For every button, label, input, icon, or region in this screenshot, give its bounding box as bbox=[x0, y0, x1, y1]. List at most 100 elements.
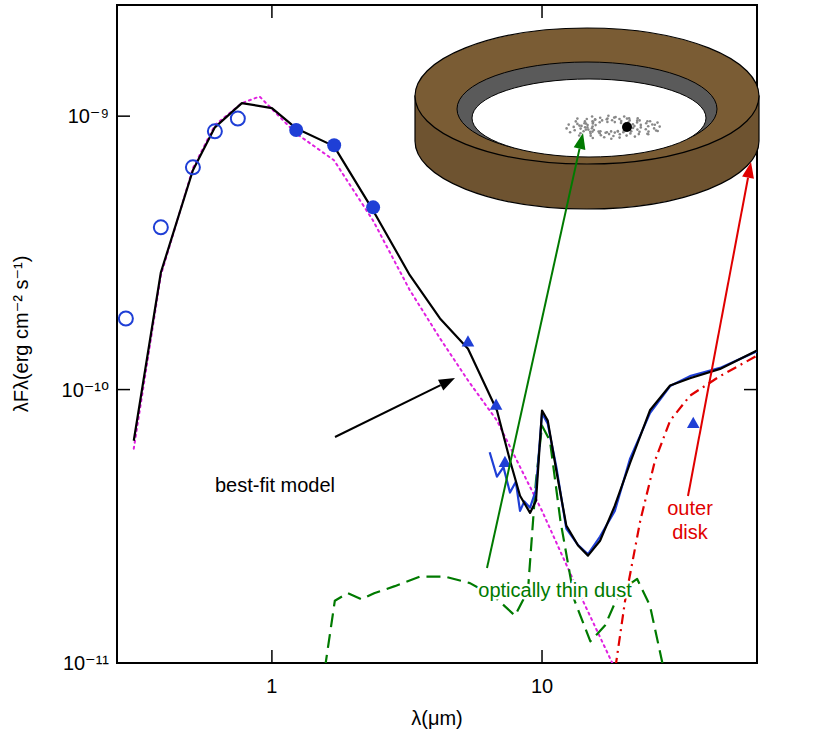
dust-grain bbox=[614, 131, 617, 134]
data-point bbox=[687, 417, 700, 428]
dust-grain bbox=[638, 119, 641, 122]
dust-grain bbox=[636, 128, 639, 131]
dust-grain bbox=[647, 125, 650, 128]
annotation-arrowhead bbox=[574, 133, 586, 150]
dust-grain bbox=[613, 116, 616, 119]
dust-grain bbox=[606, 131, 609, 134]
disk-gap bbox=[472, 79, 706, 157]
data-point bbox=[186, 160, 200, 174]
annotation: best-fit model bbox=[215, 474, 335, 496]
series-line bbox=[490, 351, 757, 554]
data-point bbox=[154, 220, 168, 234]
dust-grain bbox=[632, 127, 635, 130]
dust-grain bbox=[576, 117, 579, 120]
dust-grain bbox=[608, 133, 611, 136]
dust-grain bbox=[646, 120, 649, 123]
dust-grain bbox=[586, 118, 589, 121]
dust-grain bbox=[582, 130, 585, 133]
y-tick bbox=[117, 115, 130, 117]
annotation-arrow bbox=[335, 385, 441, 437]
dust-grain bbox=[591, 130, 594, 133]
dust-grain bbox=[591, 115, 594, 118]
dust-grain bbox=[625, 134, 628, 137]
dust-grain bbox=[603, 136, 606, 139]
disk-top bbox=[415, 28, 759, 164]
dust-grain bbox=[640, 126, 643, 129]
y-tick-label: 10⁻¹⁰ bbox=[62, 379, 109, 401]
dust-grain bbox=[580, 125, 583, 128]
annotation-arrow bbox=[487, 149, 580, 568]
dust-grain bbox=[584, 126, 587, 129]
series-line bbox=[612, 356, 757, 663]
dust-grain bbox=[592, 137, 595, 140]
dust-grain bbox=[579, 132, 582, 135]
annotation: optically thin dust bbox=[478, 579, 632, 601]
dust-grain bbox=[614, 121, 617, 124]
disk-inner-wall bbox=[457, 62, 717, 156]
dust-grain bbox=[598, 121, 601, 124]
x-tick bbox=[541, 650, 543, 663]
dust-grain bbox=[567, 123, 570, 126]
dust-grain bbox=[594, 119, 597, 122]
dust-grain bbox=[658, 125, 661, 128]
dust-grain bbox=[605, 118, 608, 121]
y-axis-title: λFλ(erg cm⁻² s⁻¹) bbox=[10, 256, 32, 413]
y-tick-label: 10⁻⁹ bbox=[68, 105, 109, 127]
annotation-arrowhead bbox=[438, 378, 455, 390]
dust-grain bbox=[599, 130, 602, 133]
dust-grain bbox=[640, 124, 643, 127]
dust-grain bbox=[636, 117, 639, 120]
dust-grain bbox=[620, 122, 623, 125]
dust-grain bbox=[634, 135, 637, 138]
dust-grain bbox=[606, 117, 609, 120]
dust-grain bbox=[618, 118, 621, 121]
y-tick bbox=[744, 662, 757, 664]
data-point bbox=[366, 200, 380, 214]
dust-grain bbox=[653, 127, 656, 130]
dust-grain bbox=[591, 125, 594, 128]
dust-grain bbox=[646, 132, 649, 135]
annotation-arrow bbox=[688, 178, 748, 496]
dust-grain bbox=[618, 136, 621, 139]
dust-grain bbox=[612, 135, 615, 138]
dust-grain bbox=[617, 130, 620, 133]
chart: 11010⁻¹¹10⁻¹⁰10⁻⁹λ(μm)λFλ(erg cm⁻² s⁻¹)b… bbox=[0, 0, 825, 744]
dust-grain bbox=[623, 115, 626, 118]
dust-grain bbox=[649, 120, 652, 123]
dust-grain bbox=[655, 129, 658, 132]
dust-grain bbox=[592, 121, 595, 124]
dust-grain bbox=[591, 120, 594, 123]
dust-grain bbox=[610, 130, 613, 133]
annotation-line: optically thin dust bbox=[478, 579, 632, 601]
x-tick bbox=[271, 650, 273, 663]
disk-illustration bbox=[415, 28, 759, 209]
dust-grain bbox=[610, 137, 613, 140]
y-tick bbox=[117, 389, 130, 391]
dust-grain bbox=[636, 119, 639, 122]
dust-grain bbox=[579, 127, 582, 130]
annotation-line: best-fit model bbox=[215, 474, 335, 496]
data-point bbox=[490, 399, 503, 410]
dust-grain bbox=[584, 120, 587, 123]
dust-grain bbox=[589, 132, 592, 135]
dust-grain bbox=[578, 134, 581, 137]
dust-grain bbox=[656, 121, 659, 124]
dust-grain bbox=[654, 123, 657, 126]
data-point bbox=[231, 112, 245, 126]
dust-grain bbox=[645, 128, 648, 131]
dust-grain bbox=[626, 117, 629, 120]
data-point bbox=[119, 311, 133, 325]
dust-grain bbox=[572, 126, 575, 129]
dust-grain bbox=[611, 119, 614, 122]
x-tick bbox=[271, 5, 273, 18]
x-axis-title: λ(μm) bbox=[411, 707, 463, 729]
dust-grain bbox=[606, 121, 609, 124]
dust-grain bbox=[573, 129, 576, 132]
y-tick bbox=[744, 389, 757, 391]
y-tick-label: 10⁻¹¹ bbox=[63, 652, 109, 674]
star bbox=[622, 122, 632, 132]
dust-grain bbox=[575, 120, 578, 123]
data-point bbox=[289, 123, 303, 137]
dust-grain bbox=[651, 123, 654, 126]
dust-grain bbox=[619, 133, 622, 136]
